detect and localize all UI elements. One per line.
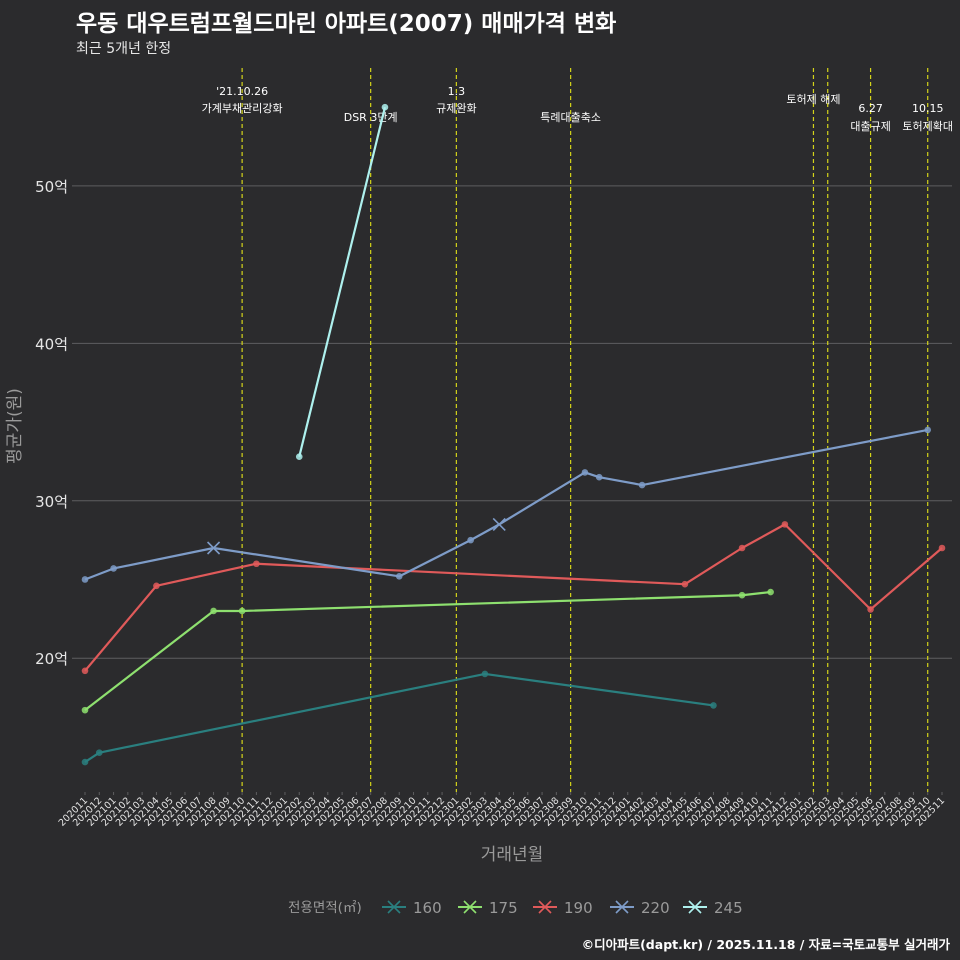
legend-title: 전용면적(㎡) (288, 900, 362, 916)
data-point (595, 473, 603, 481)
legend-key-cross (538, 900, 552, 914)
data-point (924, 426, 932, 434)
data-point (81, 706, 89, 714)
legend-key-cross (688, 900, 702, 914)
event-label: 특례대출축소 (540, 111, 601, 124)
event-label: DSR 3단계 (344, 111, 398, 124)
y-tick-label: 20억 (35, 650, 68, 668)
series-line-220 (84, 428, 928, 581)
data-point (581, 469, 589, 476)
data-point (738, 591, 746, 599)
legend-label: 160 (413, 899, 442, 917)
event-label: 6.27 (858, 102, 883, 115)
series-line-160 (84, 672, 714, 764)
data-point-cross (492, 517, 506, 531)
legend-key-cross (615, 900, 629, 914)
event-sublabel: 토허제확대 (902, 120, 953, 133)
data-point (210, 607, 217, 615)
legend-label: 220 (641, 899, 670, 917)
data-point (81, 576, 89, 583)
legend-label: 190 (564, 899, 593, 917)
event-sublabel: 대출규제 (850, 120, 890, 133)
data-point-cross (206, 541, 221, 555)
data-point (681, 580, 689, 588)
data-point (110, 565, 117, 572)
data-point (638, 481, 646, 489)
event-sublabel: 가계부채관리강화 (202, 102, 283, 115)
series-line-190 (84, 523, 943, 672)
event-label: '21.10.26 (216, 85, 268, 98)
legend-key-cross (463, 900, 477, 914)
legend-label: 245 (714, 899, 743, 917)
source-caption: ©디아파트(dapt.kr) / 2025.11.18 / 자료=국토교통부 실… (581, 937, 950, 952)
event-sublabel: 규제완화 (436, 102, 476, 115)
data-point (153, 582, 160, 590)
y-tick-label: 50억 (35, 178, 68, 196)
data-point (767, 588, 774, 596)
data-point (238, 607, 246, 615)
data-point (867, 606, 874, 613)
event-label: 1.3 (448, 85, 466, 98)
data-point (938, 544, 946, 552)
data-point (95, 749, 103, 756)
x-axis-title: 거래년월 (481, 845, 544, 865)
y-tick-label: 30억 (35, 493, 68, 511)
data-point (481, 670, 489, 678)
y-tick-label: 40억 (35, 335, 68, 353)
data-point (253, 560, 260, 568)
data-point (781, 521, 789, 528)
legend-key-cross (387, 900, 401, 914)
chart-title: 우동 대우트럼프월드마린 아파트(2007) 매매가격 변화 (76, 11, 617, 37)
series-line-175 (84, 590, 771, 712)
data-point (395, 573, 403, 580)
data-point (738, 544, 746, 552)
event-label: 토허제 해제 (786, 92, 840, 106)
event-label: 10.15 (912, 102, 944, 115)
data-point (81, 667, 89, 675)
data-point (295, 453, 303, 460)
chart-subtitle: 최근 5개년 한정 (76, 41, 172, 57)
data-point (710, 702, 717, 709)
data-point (81, 758, 89, 766)
y-axis-title: 평균가(원) (5, 388, 25, 464)
legend-label: 175 (489, 899, 518, 917)
series-line-245 (298, 106, 387, 457)
data-point (381, 103, 389, 111)
data-point (467, 536, 474, 544)
